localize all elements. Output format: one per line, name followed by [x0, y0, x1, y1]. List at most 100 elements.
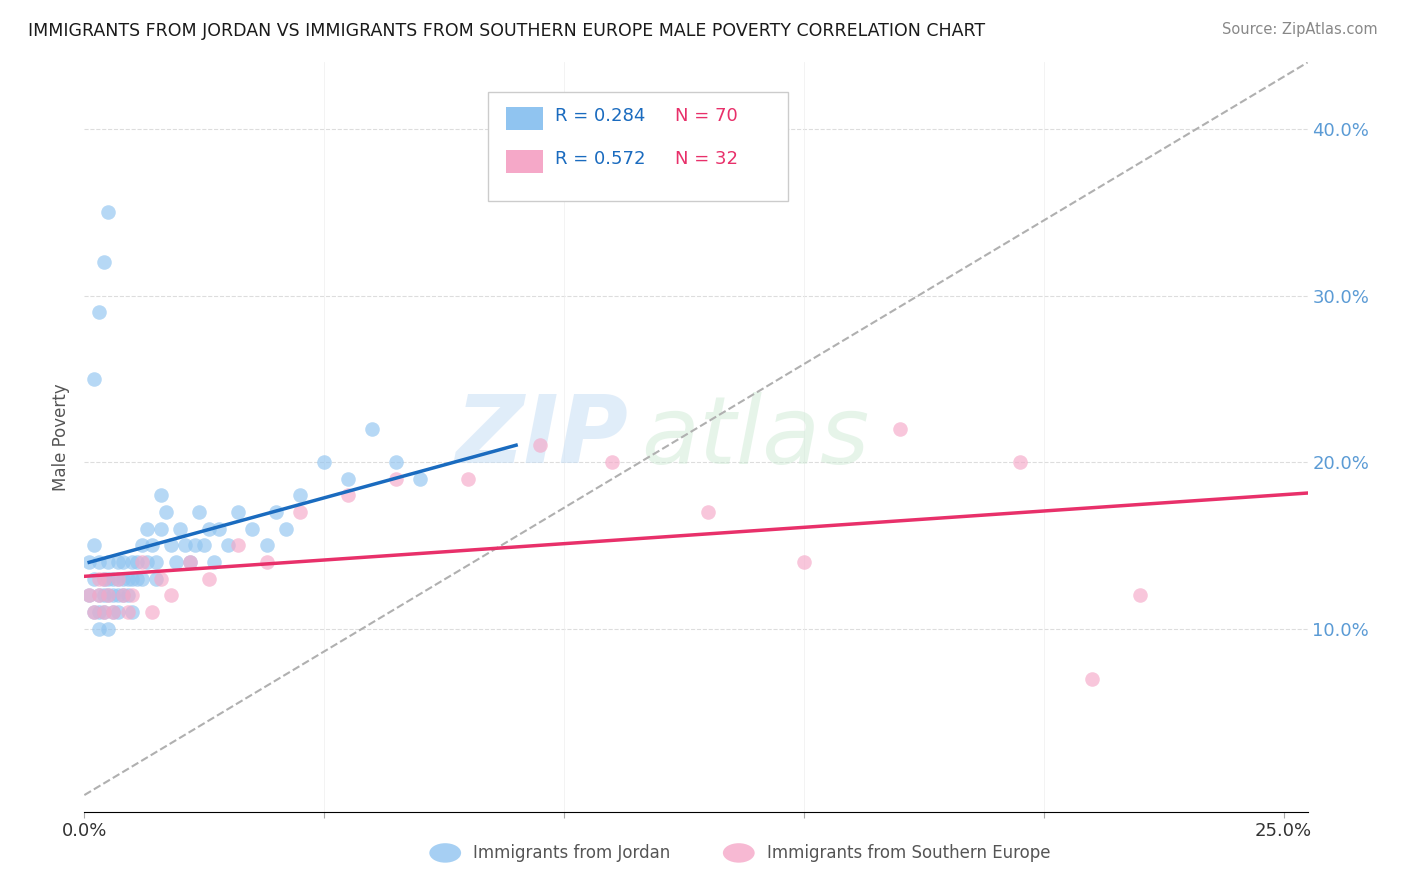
Point	[97, 622, 120, 636]
Point	[150, 572, 173, 586]
Point	[169, 522, 191, 536]
Point	[101, 605, 124, 619]
Text: IMMIGRANTS FROM JORDAN VS IMMIGRANTS FROM SOUTHERN EUROPE MALE POVERTY CORRELATI: IMMIGRANTS FROM JORDAN VS IMMIGRANTS FRO…	[28, 22, 986, 40]
Point	[1129, 588, 1152, 602]
Point	[127, 555, 149, 569]
Point	[1008, 455, 1031, 469]
Point	[93, 588, 115, 602]
Point	[198, 572, 221, 586]
Point	[87, 572, 110, 586]
Point	[107, 605, 129, 619]
Point	[83, 605, 105, 619]
Point	[193, 538, 215, 552]
Point	[87, 605, 110, 619]
Point	[179, 555, 201, 569]
Point	[93, 255, 115, 269]
Point	[202, 555, 225, 569]
Text: ZIP: ZIP	[456, 391, 628, 483]
Point	[107, 555, 129, 569]
Text: atlas: atlas	[641, 392, 869, 483]
Point	[83, 572, 105, 586]
Text: Immigrants from Jordan: Immigrants from Jordan	[474, 844, 671, 862]
Point	[198, 522, 221, 536]
Point	[793, 555, 815, 569]
Point	[127, 572, 149, 586]
Point	[179, 555, 201, 569]
Text: R = 0.284: R = 0.284	[555, 107, 645, 126]
Point	[97, 572, 120, 586]
Point	[107, 572, 129, 586]
Point	[1080, 672, 1102, 686]
Point	[141, 605, 163, 619]
Point	[83, 372, 105, 386]
Point	[150, 488, 173, 502]
Point	[131, 572, 153, 586]
Point	[290, 488, 312, 502]
Point	[101, 588, 124, 602]
Point	[117, 605, 139, 619]
Point	[290, 505, 312, 519]
Point	[121, 555, 143, 569]
Point	[264, 505, 287, 519]
Circle shape	[723, 843, 755, 863]
Point	[337, 472, 360, 486]
Point	[314, 455, 336, 469]
Point	[77, 588, 100, 602]
Point	[121, 588, 143, 602]
Point	[111, 588, 134, 602]
Point	[117, 588, 139, 602]
Point	[135, 522, 157, 536]
Point	[600, 455, 623, 469]
Point	[87, 588, 110, 602]
Point	[107, 588, 129, 602]
Point	[240, 522, 263, 536]
Point	[274, 522, 297, 536]
Point	[183, 538, 205, 552]
Point	[159, 538, 181, 552]
Point	[97, 205, 120, 219]
Point	[208, 522, 231, 536]
Bar	[506, 107, 543, 130]
Point	[226, 538, 249, 552]
Point	[256, 555, 278, 569]
Point	[159, 588, 181, 602]
Point	[145, 572, 167, 586]
Point	[889, 422, 911, 436]
Point	[165, 555, 187, 569]
Text: Source: ZipAtlas.com: Source: ZipAtlas.com	[1222, 22, 1378, 37]
Point	[97, 555, 120, 569]
Point	[409, 472, 432, 486]
Point	[97, 588, 120, 602]
Point	[97, 588, 120, 602]
Point	[256, 538, 278, 552]
Point	[77, 555, 100, 569]
Point	[121, 572, 143, 586]
Point	[77, 588, 100, 602]
Point	[131, 555, 153, 569]
Point	[457, 472, 479, 486]
Point	[188, 505, 211, 519]
Point	[93, 605, 115, 619]
Point	[697, 505, 720, 519]
Point	[83, 605, 105, 619]
Y-axis label: Male Poverty: Male Poverty	[52, 384, 70, 491]
Point	[111, 555, 134, 569]
Point	[361, 422, 384, 436]
Point	[135, 555, 157, 569]
Point	[145, 555, 167, 569]
Point	[87, 305, 110, 319]
Point	[93, 572, 115, 586]
Point	[174, 538, 197, 552]
Point	[385, 455, 408, 469]
Point	[93, 605, 115, 619]
Text: N = 32: N = 32	[675, 150, 738, 168]
Point	[111, 572, 134, 586]
Point	[385, 472, 408, 486]
Point	[131, 538, 153, 552]
Point	[111, 588, 134, 602]
Point	[93, 572, 115, 586]
Bar	[506, 150, 543, 172]
Text: Immigrants from Southern Europe: Immigrants from Southern Europe	[766, 844, 1050, 862]
Point	[101, 572, 124, 586]
Point	[101, 605, 124, 619]
